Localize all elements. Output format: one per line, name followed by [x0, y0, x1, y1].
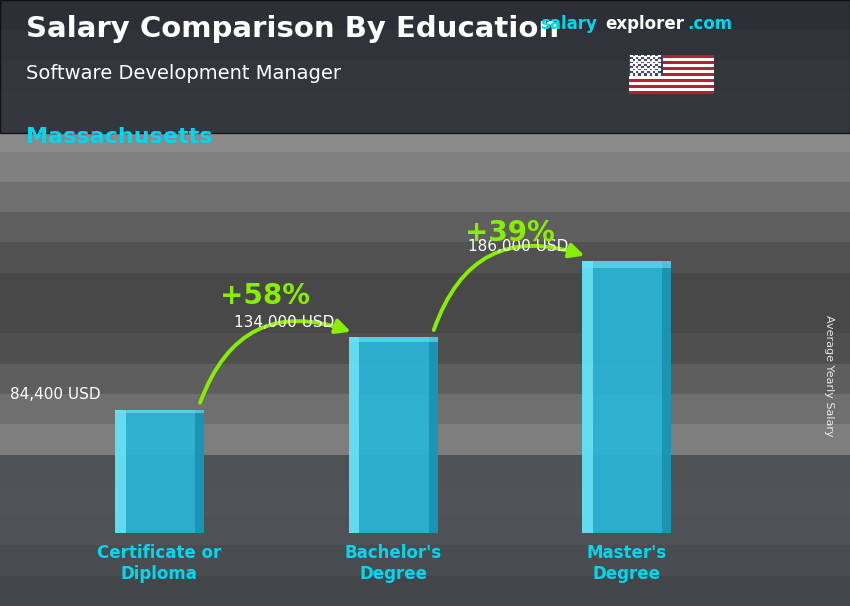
Bar [0, 394, 850, 424]
Text: .com: .com [687, 15, 732, 33]
Bar [0, 545, 850, 576]
Bar [629, 88, 714, 91]
Bar [195, 410, 204, 533]
Bar [348, 337, 360, 533]
Bar [0, 576, 850, 606]
Text: Average Yearly Salary: Average Yearly Salary [824, 315, 834, 436]
Bar [428, 337, 438, 533]
Bar [629, 70, 714, 73]
Bar [629, 55, 714, 58]
Bar [662, 261, 672, 533]
Text: 186,000 USD: 186,000 USD [468, 239, 569, 253]
Bar [0, 182, 850, 212]
Bar [629, 61, 714, 64]
Bar [582, 261, 672, 533]
Bar [115, 410, 126, 533]
Bar [0, 61, 850, 91]
Bar [0, 212, 850, 242]
Bar [629, 76, 714, 79]
Bar [629, 67, 714, 70]
Text: Massachusetts: Massachusetts [26, 127, 212, 147]
Text: Software Development Manager: Software Development Manager [26, 64, 341, 82]
Text: 84,400 USD: 84,400 USD [10, 387, 101, 402]
Bar [0, 454, 850, 485]
Bar [629, 82, 714, 85]
Bar [0, 0, 850, 30]
Bar [348, 337, 438, 342]
Bar [348, 337, 438, 533]
Text: +58%: +58% [219, 282, 309, 310]
Bar [0, 242, 850, 273]
Bar [629, 64, 714, 67]
Bar [0, 91, 850, 121]
Bar [0, 454, 850, 606]
Bar [0, 273, 850, 303]
Text: 134,000 USD: 134,000 USD [235, 315, 335, 330]
Bar [0, 152, 850, 182]
Bar [0, 121, 850, 152]
Bar [0, 333, 850, 364]
Bar [629, 55, 663, 76]
Bar [629, 73, 714, 76]
Text: Salary Comparison By Education: Salary Comparison By Education [26, 15, 558, 43]
Bar [0, 485, 850, 515]
Bar [115, 410, 204, 533]
Bar [115, 410, 204, 413]
Bar [0, 364, 850, 394]
Bar [629, 58, 714, 61]
Bar [582, 261, 593, 533]
Bar [0, 303, 850, 333]
Text: +39%: +39% [465, 219, 555, 247]
Bar [582, 261, 672, 268]
Text: explorer: explorer [605, 15, 684, 33]
Bar [629, 85, 714, 88]
Bar [0, 30, 850, 61]
Bar [0, 424, 850, 454]
Text: salary: salary [540, 15, 597, 33]
Bar [0, 515, 850, 545]
Bar [629, 91, 714, 94]
Bar [629, 79, 714, 82]
